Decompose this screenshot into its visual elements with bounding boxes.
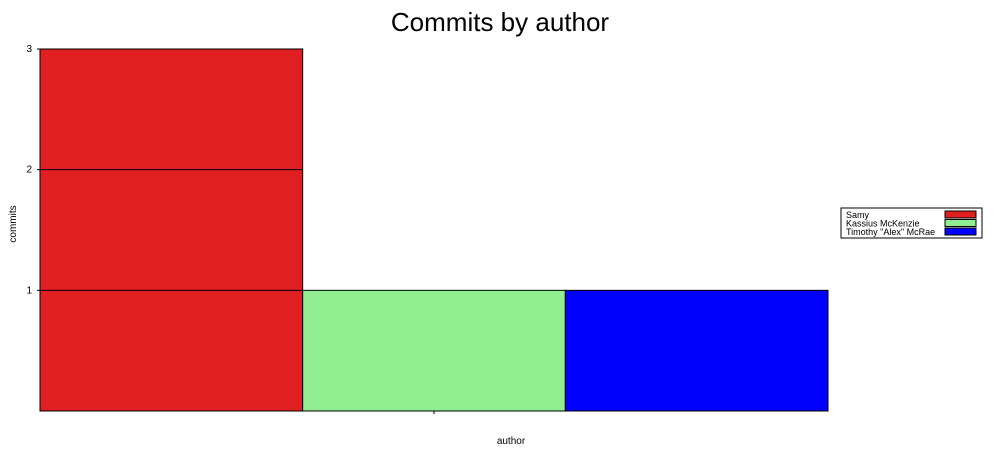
- legend-label-1: Kassius McKenzie: [846, 219, 920, 229]
- y-tick-label-2: 3: [26, 44, 32, 55]
- bar-0: [39, 48, 304, 412]
- bars-layer: [39, 48, 829, 412]
- bar-1: [302, 289, 566, 412]
- y-tick-label-1: 2: [26, 165, 32, 176]
- legend-label-0: Samy: [846, 210, 870, 220]
- x-axis-label: author: [497, 436, 526, 447]
- legend-label-2: Timothy "Alex" McRae: [846, 227, 935, 237]
- bar-2: [564, 289, 829, 412]
- legend-swatch-1: [944, 219, 977, 227]
- chart-title: Commits by author: [391, 7, 610, 37]
- legend-swatch-2: [944, 227, 977, 236]
- legend-swatch-0: [944, 210, 977, 219]
- y-axis-label: commits: [8, 205, 19, 242]
- y-ticks: 1 2 3: [26, 44, 40, 296]
- y-tick-label-0: 1: [26, 285, 32, 296]
